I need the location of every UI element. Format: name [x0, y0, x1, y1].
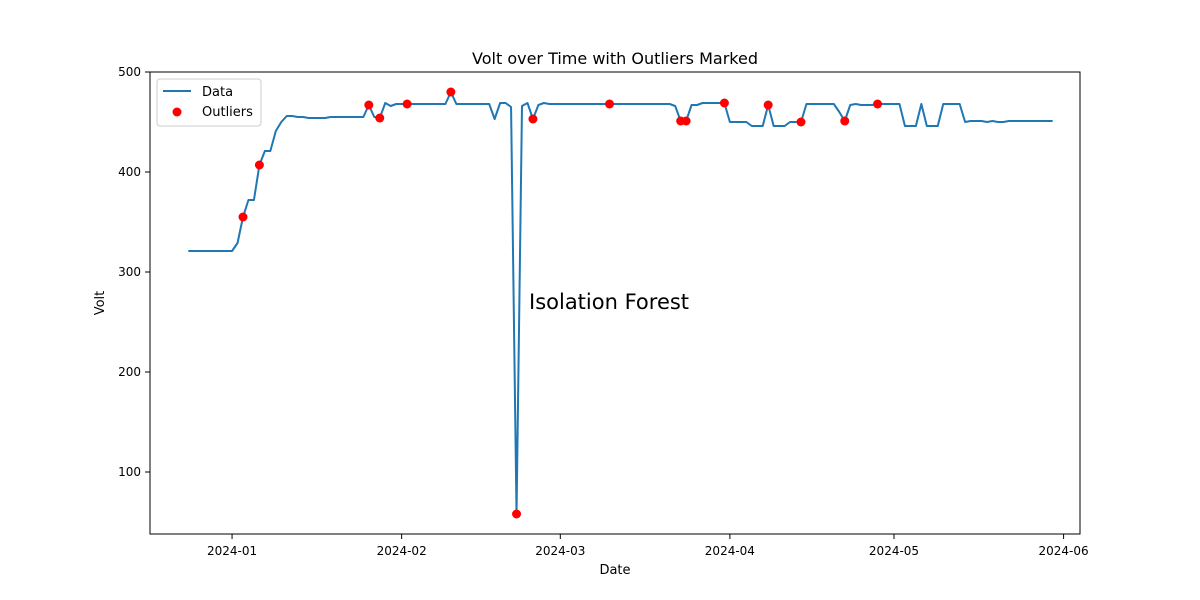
outliers-group: [238, 87, 883, 519]
y-axis: 100 200 300 400 500: [118, 65, 150, 479]
outlier-point: [796, 117, 806, 127]
y-tick-label: 200: [118, 365, 141, 379]
outlier-point: [763, 100, 773, 110]
x-tick-label: 2024-02: [377, 544, 427, 558]
legend-outliers-swatch: [172, 107, 182, 117]
outlier-point: [840, 116, 850, 126]
outlier-point: [873, 99, 883, 109]
x-tick-label: 2024-05: [869, 544, 919, 558]
x-axis-label: Date: [599, 563, 630, 578]
y-axis-label: Volt: [93, 291, 108, 316]
y-tick-label: 500: [118, 65, 141, 79]
y-tick-label: 300: [118, 265, 141, 279]
outlier-point: [681, 116, 691, 126]
x-axis: 2024-01 2024-02 2024-03 2024-04 2024-05 2024-…: [207, 534, 1089, 558]
x-tick-label: 2024-04: [705, 544, 755, 558]
plot-area: [149, 71, 1081, 535]
chart-title: Volt over Time with Outliers Marked: [472, 49, 758, 68]
outlier-point: [528, 114, 538, 124]
outlier-point: [238, 212, 248, 222]
y-tick-label: 400: [118, 165, 141, 179]
axes-frame: [149, 71, 1081, 535]
data-line-group: [188, 91, 1053, 515]
x-tick-label: 2024-01: [207, 544, 257, 558]
outlier-point: [402, 99, 412, 109]
outlier-point: [605, 99, 615, 109]
outlier-point: [364, 100, 374, 110]
x-tick-label: 2024-06: [1039, 544, 1089, 558]
outlier-point: [512, 509, 522, 519]
data-series-line: [188, 91, 1053, 515]
x-tick-label: 2024-03: [535, 544, 585, 558]
outlier-point: [719, 98, 729, 108]
outlier-point: [446, 87, 456, 97]
legend-outliers-label: Outliers: [202, 105, 253, 120]
y-tick-label: 100: [118, 465, 141, 479]
outlier-point: [375, 113, 385, 123]
legend-data-label: Data: [202, 85, 233, 100]
annotation-text: Isolation Forest: [529, 290, 689, 314]
legend: Data Outliers: [156, 78, 262, 127]
outlier-point: [254, 160, 264, 170]
